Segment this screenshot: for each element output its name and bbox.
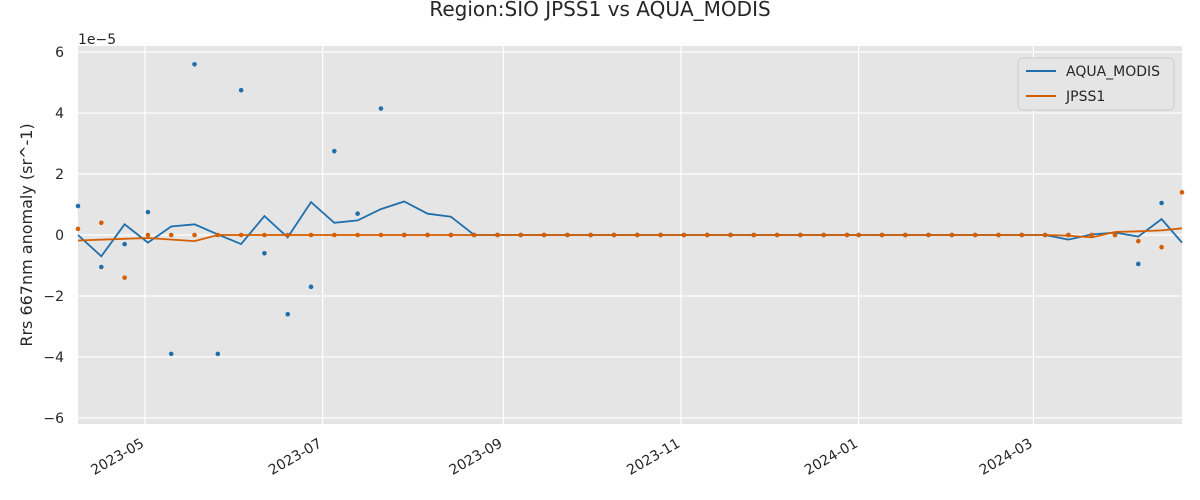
data-point-jpss1 xyxy=(856,232,861,238)
data-point-aqua-modis xyxy=(168,351,174,357)
legend: AQUA_MODIS JPSS1 xyxy=(1017,57,1175,111)
data-point-jpss1 xyxy=(1159,244,1164,250)
chart-title: Region:SIO JPSS1 vs AQUA_MODIS xyxy=(429,0,770,21)
data-point-jpss1 xyxy=(658,232,663,238)
x-tick-label: 2024-03 xyxy=(977,436,1036,479)
y-tick-label: 4 xyxy=(55,106,64,122)
data-point-jpss1 xyxy=(821,232,827,238)
y-axis-ticks: −6 −4 −2 0 2 4 6 xyxy=(43,45,64,427)
data-point-jpss1 xyxy=(425,232,430,238)
data-point-jpss1 xyxy=(541,232,547,238)
data-point-aqua-modis xyxy=(1136,261,1141,267)
data-point-jpss1 xyxy=(401,232,407,238)
data-point-jpss1 xyxy=(902,232,908,238)
data-point-aqua-modis xyxy=(192,61,197,67)
data-point-jpss1 xyxy=(972,232,978,238)
data-point-jpss1 xyxy=(798,232,803,238)
y-tick-label: −6 xyxy=(43,411,64,427)
y-tick-label: 6 xyxy=(55,45,64,61)
data-point-jpss1 xyxy=(1042,232,1048,238)
data-point-jpss1 xyxy=(332,232,337,238)
x-tick-label: 2023-09 xyxy=(447,436,506,479)
data-point-jpss1 xyxy=(238,232,244,238)
data-point-jpss1 xyxy=(728,232,733,238)
data-point-jpss1 xyxy=(1179,190,1185,195)
y-tick-label: 2 xyxy=(55,167,64,183)
data-point-jpss1 xyxy=(1089,232,1094,238)
data-point-jpss1 xyxy=(285,232,291,238)
data-point-aqua-modis xyxy=(332,148,337,154)
data-point-jpss1 xyxy=(844,232,850,238)
legend-box xyxy=(1017,57,1175,111)
x-tick-label: 2023-11 xyxy=(624,436,683,479)
data-point-jpss1 xyxy=(1136,238,1141,244)
data-point-jpss1 xyxy=(75,226,81,232)
data-point-aqua-modis xyxy=(262,250,267,256)
data-point-jpss1 xyxy=(518,232,524,238)
data-point-aqua-modis xyxy=(285,311,291,317)
data-point-jpss1 xyxy=(1112,232,1118,238)
legend-label-aqua-modis: AQUA_MODIS xyxy=(1066,64,1160,80)
data-point-jpss1 xyxy=(168,232,174,238)
data-point-aqua-modis xyxy=(238,87,244,93)
y-offset-label: 1e−5 xyxy=(78,32,116,48)
data-point-jpss1 xyxy=(611,232,617,238)
data-point-jpss1 xyxy=(448,232,454,238)
data-point-jpss1 xyxy=(996,232,1001,238)
data-point-jpss1 xyxy=(926,232,931,238)
data-point-jpss1 xyxy=(774,232,780,238)
data-point-jpss1 xyxy=(122,275,127,280)
data-point-aqua-modis xyxy=(378,106,384,111)
data-point-jpss1 xyxy=(565,232,570,238)
data-point-jpss1 xyxy=(634,232,640,238)
y-tick-label: 0 xyxy=(55,228,64,244)
data-point-jpss1 xyxy=(355,232,360,238)
data-point-jpss1 xyxy=(704,232,710,238)
series-points xyxy=(75,61,1185,357)
data-point-aqua-modis xyxy=(75,203,81,209)
data-point-jpss1 xyxy=(751,232,757,238)
data-point-jpss1 xyxy=(879,232,885,238)
data-point-jpss1 xyxy=(262,232,267,238)
data-point-jpss1 xyxy=(495,232,500,238)
data-point-jpss1 xyxy=(949,232,955,238)
data-point-jpss1 xyxy=(99,220,104,226)
x-axis-ticks: 2023-05 2023-07 2023-09 2023-11 2024-01 2024-… xyxy=(88,436,1035,479)
data-point-aqua-modis xyxy=(355,211,360,216)
data-point-aqua-modis xyxy=(215,351,221,357)
data-point-jpss1 xyxy=(308,232,314,238)
data-point-jpss1 xyxy=(145,232,151,238)
data-point-aqua-modis xyxy=(145,209,151,215)
y-axis-label: Rrs 667nm anomaly (sr^-1) xyxy=(17,123,36,346)
y-tick-label: −2 xyxy=(43,289,64,305)
data-point-jpss1 xyxy=(471,232,477,238)
data-point-aqua-modis xyxy=(99,264,104,270)
series-line-jpss1 xyxy=(77,227,1183,243)
y-tick-label: −4 xyxy=(43,350,64,366)
data-point-aqua-modis xyxy=(1159,200,1164,206)
data-point-jpss1 xyxy=(1019,232,1025,238)
data-point-aqua-modis xyxy=(308,284,314,290)
x-tick-label: 2023-07 xyxy=(266,436,325,479)
data-point-jpss1 xyxy=(1066,232,1071,238)
data-point-jpss1 xyxy=(681,232,687,238)
data-point-jpss1 xyxy=(588,232,593,238)
x-tick-label: 2023-05 xyxy=(88,436,147,479)
legend-label-jpss1: JPSS1 xyxy=(1065,89,1105,105)
data-point-aqua-modis xyxy=(122,241,127,247)
data-point-jpss1 xyxy=(192,232,197,238)
data-point-jpss1 xyxy=(215,232,221,238)
data-point-jpss1 xyxy=(378,232,384,238)
x-tick-label: 2024-01 xyxy=(802,436,861,479)
